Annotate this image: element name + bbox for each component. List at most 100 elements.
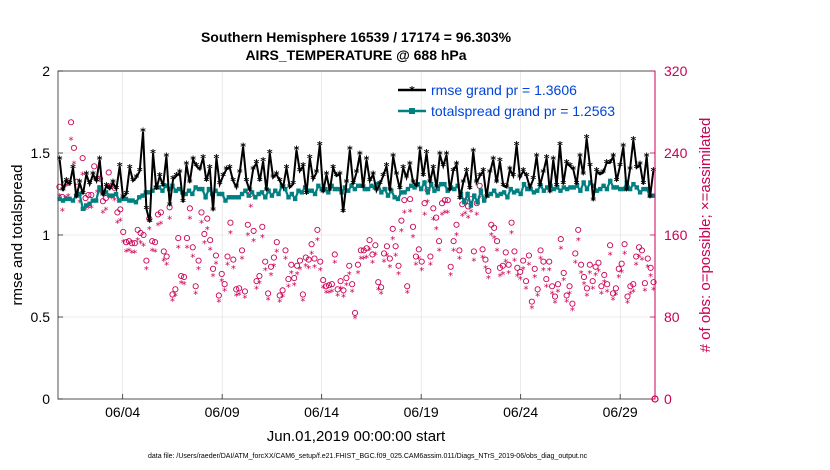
obs-possible-point bbox=[644, 255, 651, 262]
rmse-point: * bbox=[174, 170, 180, 183]
rmse-point: * bbox=[227, 162, 233, 175]
obs-possible-point bbox=[453, 221, 460, 228]
legend-rmse-marker: * bbox=[409, 84, 415, 97]
spread-point bbox=[472, 193, 477, 198]
obs-assimilated-point: * bbox=[550, 289, 555, 300]
obs-assimilated-point: * bbox=[179, 279, 184, 290]
spread-point bbox=[644, 186, 649, 192]
x-tick-label-1: 06/09 bbox=[205, 404, 240, 420]
left-tick-label-1: 0.5 bbox=[31, 309, 51, 325]
obs-possible-point bbox=[412, 253, 419, 260]
obs-assimilated-point: * bbox=[613, 290, 618, 301]
spread-point bbox=[286, 195, 291, 200]
obs-assimilated-point: * bbox=[471, 257, 476, 268]
obs-possible-point bbox=[236, 285, 243, 292]
rmse-point: * bbox=[637, 158, 643, 171]
obs-assimilated-point: * bbox=[553, 299, 558, 310]
spread-point bbox=[551, 186, 557, 192]
obs-possible-point bbox=[273, 239, 280, 246]
spread-point bbox=[442, 181, 447, 187]
obs-possible-point bbox=[482, 256, 489, 263]
left-tick-label-3: 1.5 bbox=[31, 145, 51, 161]
spread-point bbox=[362, 186, 367, 192]
obs-possible-point bbox=[647, 264, 654, 271]
obs-assimilated-point: * bbox=[500, 270, 505, 281]
obs-possible-point bbox=[580, 273, 588, 281]
rmse-point: * bbox=[234, 181, 240, 194]
obs-possible-point bbox=[566, 283, 573, 290]
rmse-point: * bbox=[404, 172, 410, 185]
spread-point bbox=[269, 193, 275, 198]
rmse-point: * bbox=[260, 155, 266, 168]
spread-point bbox=[578, 188, 583, 193]
obs-assimilated-point: * bbox=[422, 211, 427, 222]
rmse-point: * bbox=[460, 177, 466, 190]
obs-assimilated-point: * bbox=[297, 265, 302, 276]
obs-assimilated-point: * bbox=[387, 263, 392, 274]
obs-possible-point bbox=[259, 223, 266, 230]
obs-possible-point bbox=[209, 265, 217, 272]
spread-point bbox=[415, 181, 421, 187]
spread-point bbox=[375, 181, 381, 187]
obs-possible-point bbox=[557, 236, 564, 243]
obs-assimilated-point: * bbox=[315, 236, 320, 247]
legend-spread-label: totalspread grand pr = 1.2563 bbox=[431, 103, 615, 119]
rmse-point: * bbox=[367, 175, 373, 188]
obs-assimilated-point: * bbox=[326, 288, 331, 299]
obs-assimilated-point: * bbox=[161, 257, 166, 268]
spread-point bbox=[495, 193, 500, 198]
rmse-point: * bbox=[647, 191, 653, 204]
rmse-point: * bbox=[217, 178, 223, 191]
spread-point bbox=[176, 186, 182, 192]
rmse-point: * bbox=[154, 183, 160, 196]
obs-assimilated-point: * bbox=[332, 259, 337, 270]
rmse-point: * bbox=[304, 188, 310, 201]
obs-assimilated-point: * bbox=[245, 231, 250, 242]
spread-point bbox=[478, 188, 484, 193]
obs-possible-point bbox=[522, 278, 530, 285]
obs-assimilated-point: * bbox=[83, 205, 88, 216]
obs-assimilated-point: * bbox=[89, 203, 94, 214]
obs-assimilated-point: * bbox=[610, 296, 615, 307]
rmse-point: * bbox=[557, 139, 563, 152]
rmse-point: * bbox=[300, 160, 306, 173]
rmse-point: * bbox=[250, 163, 256, 176]
obs-assimilated-point: * bbox=[321, 283, 326, 294]
obs-possible-point bbox=[244, 221, 251, 228]
spread-point bbox=[545, 185, 550, 190]
spread-point bbox=[491, 188, 497, 193]
obs-possible-point bbox=[181, 273, 188, 281]
obs-assimilated-point: * bbox=[587, 269, 592, 280]
rmse-point: * bbox=[484, 191, 490, 204]
obs-assimilated-point: * bbox=[651, 285, 656, 296]
obs-assimilated-point: * bbox=[109, 194, 114, 205]
chart-title-line2: AIRS_TEMPERATURE @ 688 hPa bbox=[245, 47, 466, 63]
rmse-point: * bbox=[70, 162, 76, 175]
obs-possible-point bbox=[511, 248, 518, 255]
spread-point bbox=[203, 195, 208, 200]
rmse-point: * bbox=[140, 126, 146, 139]
obs-assimilated-point: * bbox=[92, 176, 97, 187]
rmse-point: * bbox=[384, 160, 390, 173]
obs-assimilated-point: * bbox=[434, 225, 439, 236]
obs-possible-point bbox=[337, 278, 344, 285]
rmse-point: * bbox=[560, 178, 566, 191]
rmse-point: * bbox=[567, 160, 573, 173]
obs-assimilated-point: * bbox=[353, 314, 358, 325]
obs-possible-point bbox=[265, 290, 272, 297]
rmse-point: * bbox=[517, 172, 523, 185]
rmse-point: * bbox=[107, 183, 113, 196]
obs-possible-point bbox=[386, 255, 393, 262]
obs-possible-point bbox=[407, 196, 414, 203]
x-tick-label-4: 06/24 bbox=[503, 404, 538, 420]
rmse-point: * bbox=[270, 172, 276, 185]
obs-possible-point bbox=[218, 270, 225, 278]
obs-assimilated-point: * bbox=[364, 254, 369, 265]
obs-possible-point bbox=[294, 262, 301, 269]
obs-possible-point bbox=[328, 281, 335, 288]
obs-assimilated-point: * bbox=[286, 282, 291, 293]
obs-possible-point bbox=[389, 225, 396, 232]
rmse-point: * bbox=[590, 195, 596, 208]
rmse-point: * bbox=[257, 175, 263, 188]
spread-point bbox=[329, 183, 334, 188]
